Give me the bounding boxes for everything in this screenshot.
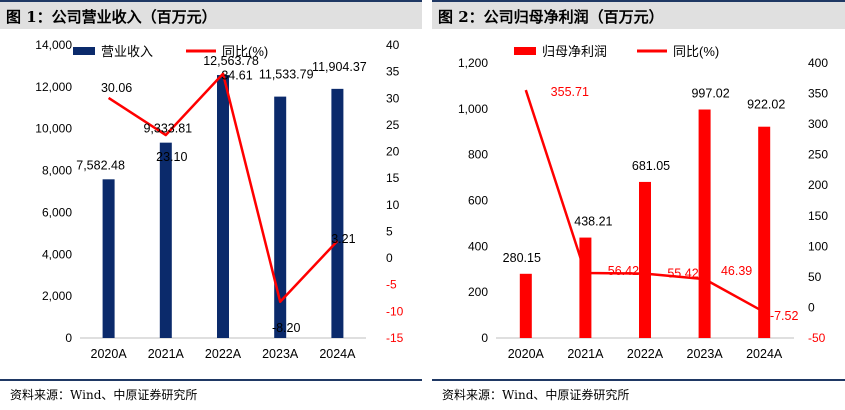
y-left-tick-label: 4,000 <box>42 247 72 261</box>
legend-bar-label: 营业收入 <box>101 44 153 59</box>
bar <box>698 109 711 338</box>
chart-title: 图 2：公司归母净利润（百万元） <box>438 8 664 26</box>
y-left-tick-label: 10,000 <box>35 122 72 136</box>
source-note: 资料来源：Wind、中原证券研究所 <box>10 388 198 402</box>
legend-bar-swatch <box>514 47 536 55</box>
bar-data-label: 997.02 <box>691 87 729 101</box>
line-data-label: -8.20 <box>272 321 301 335</box>
y-right-tick-label: 35 <box>386 65 400 79</box>
bar <box>217 75 229 338</box>
legend-line-label: 同比(%) <box>222 44 268 59</box>
x-tick-label: 2020A <box>508 347 545 361</box>
bar-data-label: 12,563.78 <box>203 54 259 68</box>
y-right-tick-label: 350 <box>808 87 828 101</box>
footer-divider <box>0 379 422 381</box>
bar-data-label: 11,904.37 <box>312 60 367 74</box>
y-right-tick-label: 300 <box>808 117 828 131</box>
y-left-tick-label: 0 <box>481 331 488 345</box>
y-left-tick-label: 400 <box>468 239 488 253</box>
bar-data-label: 9,333.81 <box>143 122 192 136</box>
revenue-chart: 0 2,000 4,000 6,000 8,000 10,000 12,000 14,000 -… <box>35 38 404 361</box>
y-left-tick-label: 200 <box>468 285 488 299</box>
y-right-tick-label: 150 <box>808 209 828 223</box>
y-right-tick-label: -15 <box>386 331 404 345</box>
bar-data-label: 11,533.79 <box>259 68 314 82</box>
chart-panel-net-profit: 图 2：公司归母净利润（百万元） 0 200 400 600 800 1,000 1,200… <box>432 0 845 410</box>
x-tick-label: 2024A <box>746 347 783 361</box>
x-tick-label: 2023A <box>262 347 299 361</box>
y-right-tick-label: 30 <box>386 91 400 105</box>
footer-divider <box>432 379 845 381</box>
y-right-tick-label: 25 <box>386 118 400 132</box>
y-left-tick-label: 800 <box>468 148 488 162</box>
y-left-tick-label: 14,000 <box>35 38 72 52</box>
y-right-tick-label: 250 <box>808 148 828 162</box>
x-tick-label: 2021A <box>567 347 604 361</box>
bar-data-label: 922.02 <box>747 98 785 112</box>
y-left-tick-label: 8,000 <box>42 164 72 178</box>
line-data-label: 55.42 <box>667 267 698 281</box>
line-data-label: 23.10 <box>156 150 187 164</box>
bar <box>519 273 532 338</box>
y-right-tick-label: -50 <box>808 331 826 345</box>
y-right-tick-label: 100 <box>808 239 828 253</box>
y-left-tick-label: 12,000 <box>35 80 72 94</box>
legend-line-label: 同比(%) <box>673 44 719 59</box>
chart-title: 图 1：公司营业收入（百万元） <box>6 8 217 26</box>
source-note: 资料来源：Wind、中原证券研究所 <box>442 388 630 402</box>
bar-data-label: 438.21 <box>574 215 612 229</box>
net-profit-chart: 0 200 400 600 800 1,000 1,200 -50 0 50 100 150 200 25… <box>458 44 828 361</box>
line-data-label: 34.61 <box>221 69 252 83</box>
y-right-tick-label: 15 <box>386 171 400 185</box>
y-right-tick-label: 0 <box>808 300 815 314</box>
legend-bar-label: 归母净利润 <box>542 44 607 59</box>
y-right-tick-label: 5 <box>386 224 393 238</box>
y-left-tick-label: 600 <box>468 194 488 208</box>
bar-data-label: 681.05 <box>632 159 670 173</box>
y-right-tick-label: 10 <box>386 198 400 212</box>
bar <box>331 88 344 338</box>
bar <box>579 237 592 338</box>
bar <box>758 126 771 338</box>
line-data-label: 3.21 <box>331 232 355 246</box>
y-left-tick-label: 1,200 <box>458 56 488 70</box>
bar <box>159 142 172 338</box>
y-right-tick-label: 200 <box>808 178 828 192</box>
bar-data-label: 280.15 <box>503 251 541 265</box>
x-tick-label: 2023A <box>687 347 724 361</box>
y-left-tick-label: 0 <box>65 331 72 345</box>
y-right-tick-label: 400 <box>808 56 828 70</box>
bar <box>102 179 115 338</box>
line-data-label: 56.42 <box>608 264 639 278</box>
y-right-tick-label: -5 <box>386 278 397 292</box>
line-data-label: -7.52 <box>770 309 799 323</box>
legend-bar-swatch <box>73 47 95 55</box>
chart-title-bar: 图 2：公司归母净利润（百万元） <box>432 0 845 29</box>
x-tick-label: 2022A <box>627 347 664 361</box>
bar <box>274 96 287 338</box>
series-line <box>524 89 765 314</box>
y-right-tick-label: 20 <box>386 145 400 159</box>
y-right-tick-label: -10 <box>386 304 404 318</box>
bar-data-label: 7,582.48 <box>76 158 125 172</box>
x-tick-label: 2024A <box>319 347 356 361</box>
x-tick-label: 2022A <box>205 347 242 361</box>
x-tick-label: 2020A <box>91 347 128 361</box>
chart-title-bar: 图 1：公司营业收入（百万元） <box>0 0 422 29</box>
line-data-label: 355.71 <box>551 85 589 99</box>
x-tick-label: 2021A <box>148 347 185 361</box>
series-line <box>107 72 339 304</box>
y-right-tick-label: 50 <box>808 270 822 284</box>
line-data-label: 30.06 <box>101 81 132 95</box>
y-left-tick-label: 1,000 <box>458 102 488 116</box>
y-right-tick-label: 40 <box>386 38 400 52</box>
y-left-tick-label: 2,000 <box>42 289 72 303</box>
y-left-tick-label: 6,000 <box>42 205 72 219</box>
bar <box>639 181 651 338</box>
chart-panel-revenue: 图 1：公司营业收入（百万元） 0 2,000 4,000 6,000 8,000 10,… <box>0 0 422 410</box>
y-right-tick-label: 0 <box>386 251 393 265</box>
line-data-label: 46.39 <box>721 264 752 278</box>
